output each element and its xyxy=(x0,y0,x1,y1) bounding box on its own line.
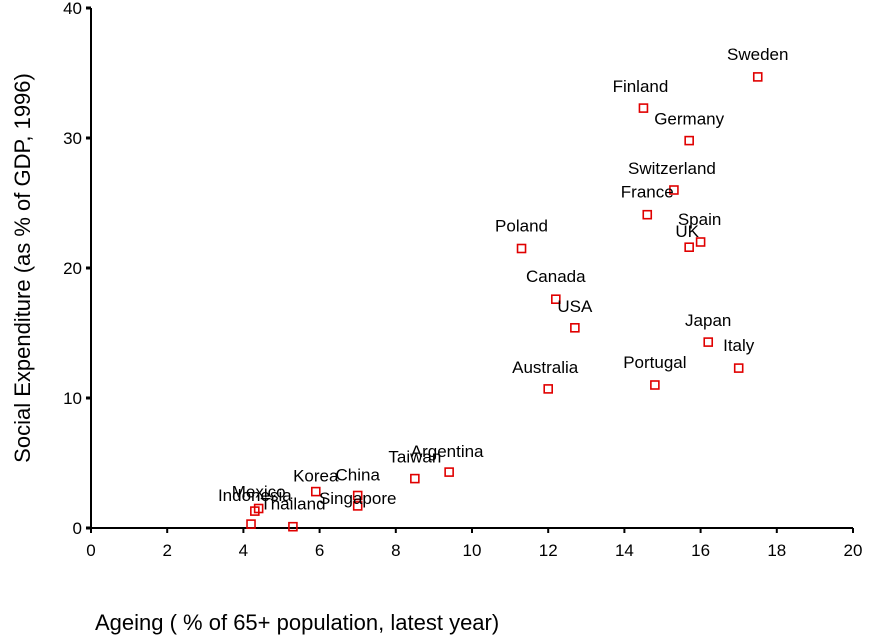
point-label: Canada xyxy=(526,267,586,286)
data-point xyxy=(410,473,420,484)
data-point xyxy=(638,103,649,113)
point-label: UK xyxy=(675,222,699,241)
x-tick-label: 10 xyxy=(463,541,482,560)
data-point xyxy=(352,490,363,501)
x-axis-label: Ageing ( % of 65+ population, latest yea… xyxy=(95,610,499,635)
y-tick-label: 20 xyxy=(63,259,82,278)
data-point xyxy=(752,72,763,82)
tick-group: 0 2 4 6 8 10 12 14 16 18 20 0 10 20 30 40 xyxy=(63,0,862,560)
point-label: Argentina xyxy=(411,442,484,461)
x-tick-label: 12 xyxy=(539,541,558,560)
data-point xyxy=(684,135,694,146)
data-point xyxy=(695,237,706,247)
point-label: Taiwan xyxy=(388,448,441,467)
y-tick-label: 30 xyxy=(63,129,82,148)
point-label: USA xyxy=(557,297,593,316)
data-point xyxy=(650,380,660,390)
point-label: Australia xyxy=(512,358,579,377)
data-point xyxy=(551,294,561,305)
data-point xyxy=(288,521,298,532)
point-labels: Sweden Finland Germany Switzerland FranceSpa… xyxy=(218,45,789,514)
point-label: Thailand xyxy=(260,495,325,514)
y-tick-label: 10 xyxy=(63,389,82,408)
point-label: Singapore xyxy=(319,489,397,508)
point-label: Mexico xyxy=(232,483,286,502)
data-point xyxy=(684,242,694,252)
y-axis-label: Social Expenditure (as % of GDP, 1996) xyxy=(10,73,35,463)
data-point xyxy=(570,322,580,333)
data-point xyxy=(246,519,256,529)
y-tick-label: 0 xyxy=(73,519,82,538)
x-tick-label: 16 xyxy=(691,541,710,560)
data-point xyxy=(703,337,714,347)
x-tick-label: 20 xyxy=(844,541,863,560)
data-points xyxy=(246,72,763,532)
point-label: Portugal xyxy=(623,353,686,372)
point-label: Switzerland xyxy=(628,159,716,178)
y-tick-label: 40 xyxy=(63,0,82,18)
point-label: Indonesia xyxy=(218,486,292,505)
data-point xyxy=(250,506,260,516)
point-label: France xyxy=(621,183,674,202)
x-tick-label: 18 xyxy=(767,541,786,560)
point-label: Spain xyxy=(678,210,721,229)
point-label: Korea xyxy=(293,467,339,486)
x-tick-label: 6 xyxy=(315,541,324,560)
x-tick-label: 4 xyxy=(239,541,248,560)
data-point xyxy=(444,467,454,477)
x-tick-label: 14 xyxy=(615,541,634,560)
point-label: Sweden xyxy=(727,45,788,64)
data-point xyxy=(516,243,527,254)
point-label: Poland xyxy=(495,217,548,236)
data-point xyxy=(543,384,554,394)
x-tick-label: 0 xyxy=(86,541,95,560)
point-label: Finland xyxy=(613,77,669,96)
data-point xyxy=(669,185,679,195)
x-tick-label: 2 xyxy=(162,541,171,560)
data-point xyxy=(352,501,363,511)
point-label: Germany xyxy=(654,110,724,129)
data-point xyxy=(642,209,653,220)
point-label: Japan xyxy=(685,311,731,330)
data-point xyxy=(310,486,321,497)
data-point xyxy=(733,363,744,373)
x-tick-label: 8 xyxy=(391,541,400,560)
point-label: China xyxy=(335,466,380,485)
point-label: Italy xyxy=(723,336,755,355)
